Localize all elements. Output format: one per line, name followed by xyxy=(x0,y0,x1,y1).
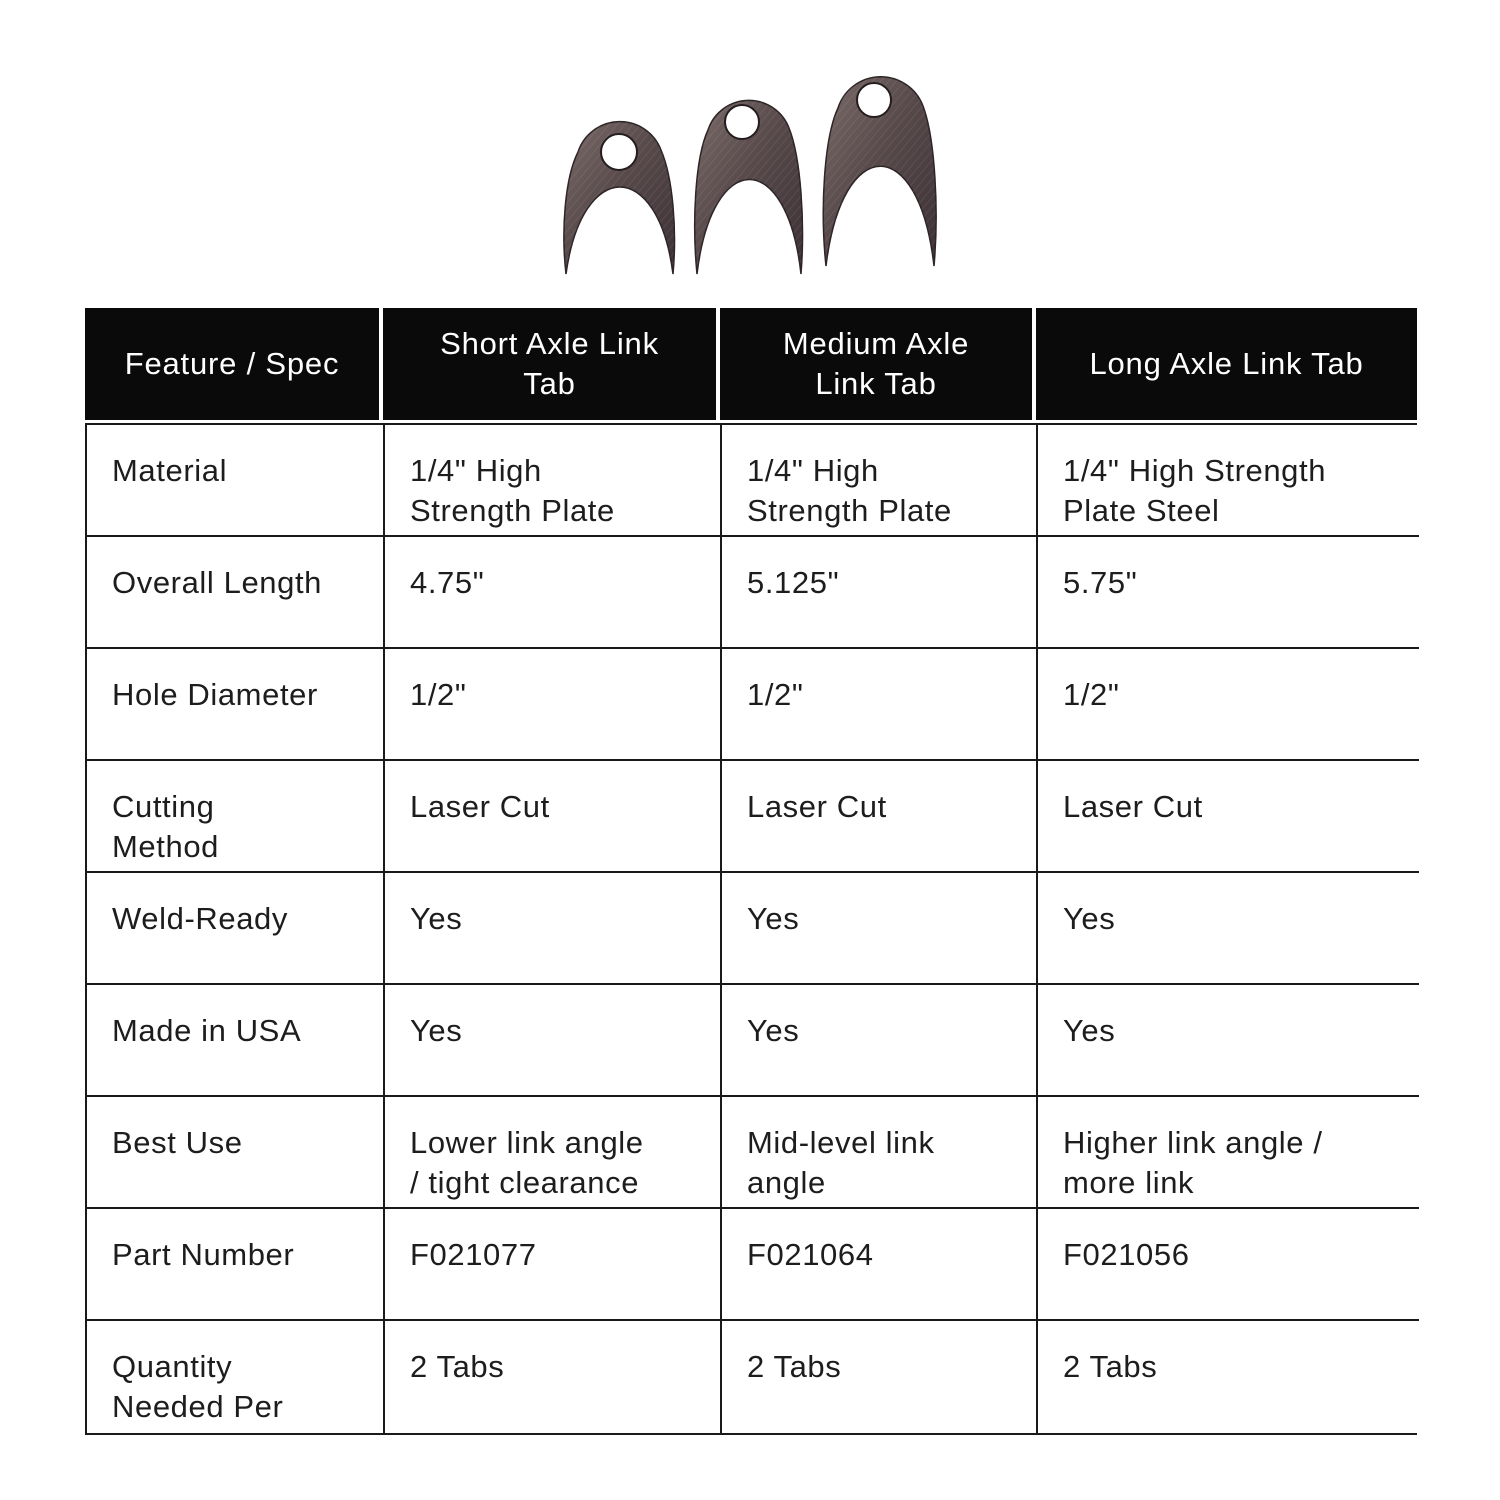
long-tab-image xyxy=(822,76,937,267)
row-label: Weld-Ready xyxy=(87,873,385,985)
cell-value: Mid-level link angle xyxy=(722,1097,1038,1209)
cell-value: 1/2" xyxy=(1038,649,1419,761)
cell-value: 1/2" xyxy=(722,649,1038,761)
tab-hole xyxy=(856,82,892,118)
cell-value: 5.75" xyxy=(1038,537,1419,649)
medium-tab-image xyxy=(693,99,804,275)
column-header-medium-tab: Medium Axle Link Tab xyxy=(720,308,1036,420)
row-label: Material xyxy=(87,425,385,537)
tab-hole xyxy=(724,104,760,140)
cell-value: 1/4" High Strength Plate Steel xyxy=(722,425,1038,537)
cell-value: Laser Cut xyxy=(1038,761,1419,873)
row-label: Hole Diameter xyxy=(87,649,385,761)
column-header-long-tab: Long Axle Link Tab xyxy=(1036,308,1417,420)
cell-value: Yes xyxy=(722,985,1038,1097)
table-row-hole-diameter: Hole Diameter 1/2" 1/2" 1/2" xyxy=(87,649,1419,761)
product-photos xyxy=(0,0,1500,278)
cell-value: 2 Tabs xyxy=(385,1321,722,1433)
row-label: Made in USA xyxy=(87,985,385,1097)
cell-value: 4.75" xyxy=(385,537,722,649)
cell-value: Yes xyxy=(1038,873,1419,985)
table-row-best-use: Best Use Lower link angle / tight cleara… xyxy=(87,1097,1419,1209)
cell-value: 2 Tabs xyxy=(1038,1321,1419,1433)
column-header-short-tab: Short Axle Link Tab xyxy=(383,308,720,420)
cell-value: 1/4" High Strength Plate Steel xyxy=(385,425,722,537)
cell-value: Laser Cut xyxy=(385,761,722,873)
spec-table: Feature / Spec Short Axle Link Tab Mediu… xyxy=(85,308,1419,1435)
cell-value: F021064 xyxy=(722,1209,1038,1321)
row-label: Best Use xyxy=(87,1097,385,1209)
row-label: Cutting Method xyxy=(87,761,385,873)
table-row-quantity-needed: Quantity Needed Per Link 2 Tabs 2 Tabs 2… xyxy=(87,1321,1419,1433)
tab-hole xyxy=(600,133,638,171)
short-tab-image xyxy=(563,120,676,275)
table-row-made-in-usa: Made in USA Yes Yes Yes xyxy=(87,985,1419,1097)
table-header-row: Feature / Spec Short Axle Link Tab Mediu… xyxy=(85,308,1417,420)
cell-value: Yes xyxy=(385,873,722,985)
cell-value: Yes xyxy=(722,873,1038,985)
cell-value: Yes xyxy=(385,985,722,1097)
table-row-overall-length: Overall Length 4.75" 5.125" 5.75" xyxy=(87,537,1419,649)
cell-value: 2 Tabs xyxy=(722,1321,1038,1433)
cell-value: Higher link angle / more link adjustment xyxy=(1038,1097,1419,1209)
cell-value: 5.125" xyxy=(722,537,1038,649)
table-row-weld-ready: Weld-Ready Yes Yes Yes xyxy=(87,873,1419,985)
cell-value: F021077 xyxy=(385,1209,722,1321)
table-row-material: Material 1/4" High Strength Plate Steel … xyxy=(87,425,1419,537)
table-row-part-number: Part Number F021077 F021064 F021056 xyxy=(87,1209,1419,1321)
cell-value: F021056 xyxy=(1038,1209,1419,1321)
table-body: Material 1/4" High Strength Plate Steel … xyxy=(85,423,1419,1435)
column-header-feature-spec: Feature / Spec xyxy=(85,308,383,420)
table-row-cutting-method: Cutting Method Laser Cut Laser Cut Laser… xyxy=(87,761,1419,873)
cell-value: Laser Cut xyxy=(722,761,1038,873)
cell-value: 1/2" xyxy=(385,649,722,761)
cell-value: Lower link angle / tight clearance xyxy=(385,1097,722,1209)
row-label: Quantity Needed Per Link xyxy=(87,1321,385,1433)
cell-value: Yes xyxy=(1038,985,1419,1097)
cell-value: 1/4" High Strength Plate Steel xyxy=(1038,425,1419,537)
row-label: Part Number xyxy=(87,1209,385,1321)
row-label: Overall Length xyxy=(87,537,385,649)
